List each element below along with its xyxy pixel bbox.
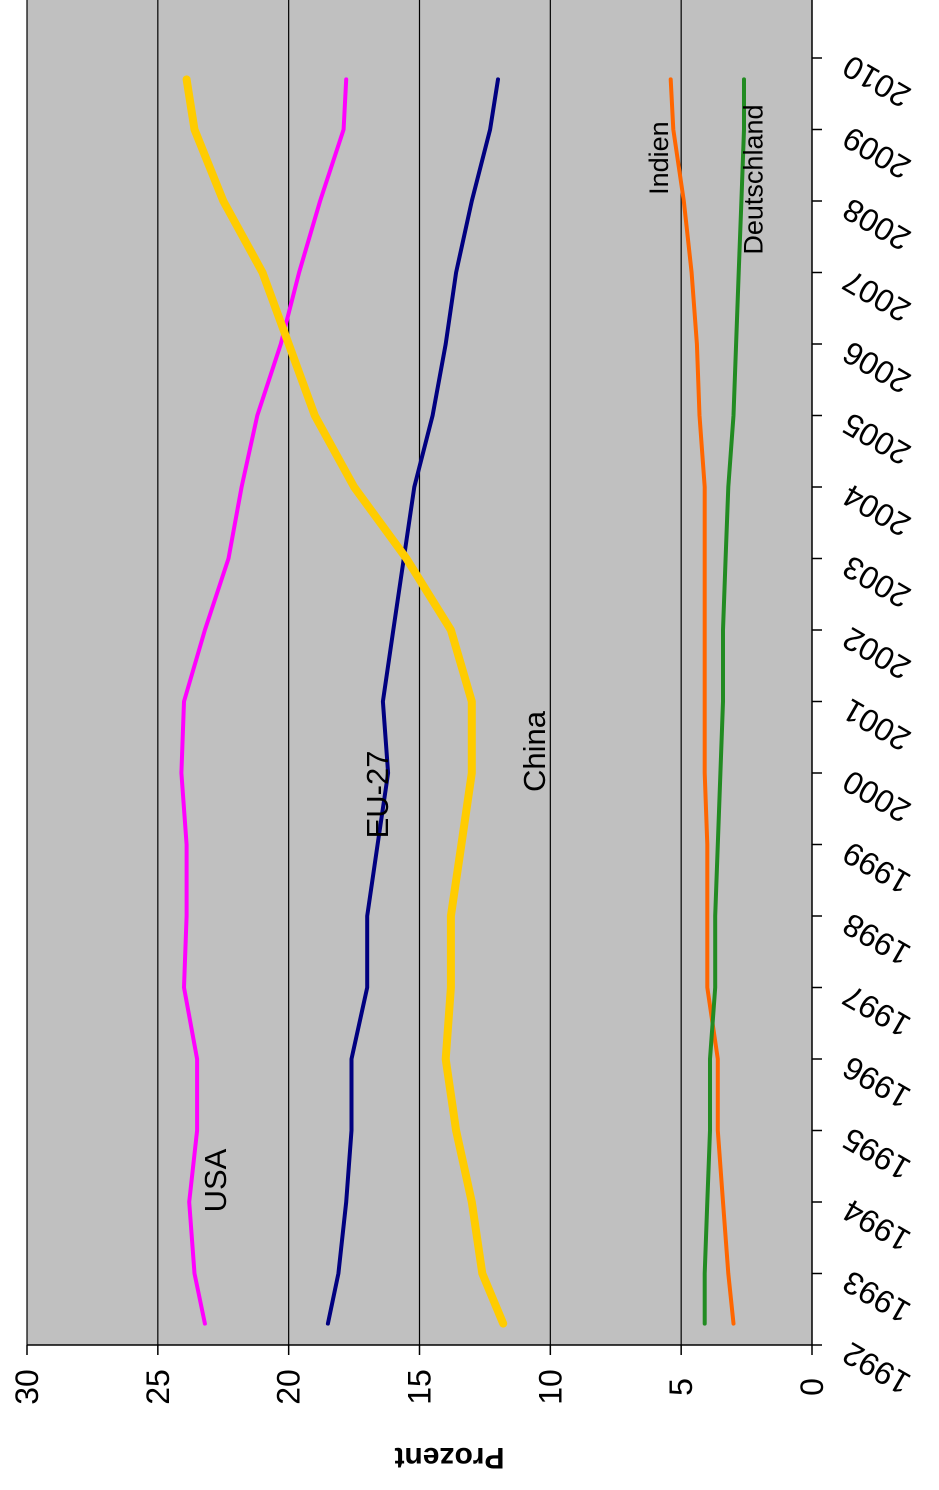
series-label-indien: Indien [644, 121, 674, 195]
x-tick-label-2009: 2009 [837, 120, 917, 187]
series-lines [179, 75, 746, 1328]
y-tick-label-25: 25 [140, 1369, 176, 1405]
y-tick-label-10: 10 [532, 1369, 568, 1405]
series-label-china: China [517, 710, 552, 792]
series-label-usa: USA [198, 1148, 233, 1212]
x-tick-label-1993: 1993 [837, 1264, 917, 1331]
x-tick-label-1994: 1994 [837, 1192, 917, 1259]
series-line-deutschland [702, 77, 746, 1326]
x-tick-label-1996: 1996 [837, 1049, 917, 1116]
series-line-eu-27 [325, 77, 500, 1326]
gridlines [26, 0, 682, 1345]
x-tick-label-2002: 2002 [837, 620, 917, 687]
x-tick-label-1998: 1998 [837, 906, 917, 973]
y-tick-label-15: 15 [402, 1369, 438, 1405]
x-tick-label-2008: 2008 [837, 191, 917, 258]
x-tick-label-2004: 2004 [837, 477, 917, 544]
x-tick-label-1995: 1995 [837, 1121, 917, 1188]
series-line-indien [668, 77, 736, 1326]
series-line-usa [179, 77, 349, 1326]
x-tick-label-1997: 1997 [837, 978, 917, 1045]
y-tick-label-20: 20 [271, 1369, 307, 1405]
x-tick-label-2006: 2006 [837, 334, 917, 401]
x-tick-label-2001: 2001 [837, 692, 917, 759]
y-tick-labels: 0 5 10 15 20 25 30 [9, 1345, 830, 1405]
x-tick-label-2005: 2005 [837, 406, 917, 473]
series-labels: USA EU-27 China Indien Deutschland [198, 104, 768, 1212]
series-label-deutschland: Deutschland [738, 104, 768, 254]
x-tick-label-1992: 1992 [837, 1335, 917, 1402]
y-tick-label-30: 30 [9, 1369, 45, 1405]
y-axis-title: Prozent [394, 1441, 504, 1474]
x-tick-label-2007: 2007 [837, 263, 917, 330]
series-line-china [182, 75, 508, 1328]
x-tick-label-2003: 2003 [837, 549, 917, 616]
y-tick-label-0: 0 [794, 1378, 830, 1396]
x-tick-label-2010: 2010 [837, 48, 917, 115]
x-tick-label-2000: 2000 [837, 763, 917, 830]
y-tick-label-5: 5 [663, 1378, 699, 1396]
series-label-eu-27: EU-27 [360, 751, 395, 839]
x-tick-label-1999: 1999 [837, 835, 917, 902]
x-tick-labels: 1992199319941995199619971998199920002001… [812, 48, 916, 1402]
